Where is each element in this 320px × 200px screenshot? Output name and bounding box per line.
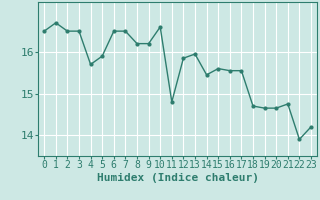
X-axis label: Humidex (Indice chaleur): Humidex (Indice chaleur) [97,173,259,183]
